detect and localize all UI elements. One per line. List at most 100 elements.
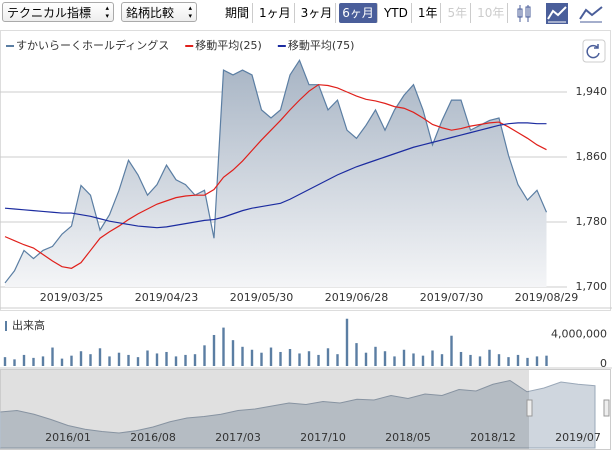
volume-bar [374,346,377,366]
volume-bar [184,354,187,366]
x-tick-label: 2018/12 [470,431,516,444]
navigator-handle [603,399,610,417]
x-tick-label: 2017/03 [215,431,261,444]
volume-bar [307,351,311,366]
compare-select[interactable]: 銘柄比較 [121,2,197,22]
volume-bar [51,347,54,366]
volume-bar [155,353,159,366]
volume-bar [402,349,406,366]
x-tick-label: 2017/10 [300,431,346,444]
volume-bar [336,354,339,366]
volume-bar [32,357,35,366]
navigator-mask [1,370,529,449]
volume-bar [288,349,292,366]
volume-bar [136,357,140,366]
legend-label: 移動平均(25) [195,38,262,52]
volume-bar [79,351,83,366]
volume-bar [469,354,472,366]
volume-bar [260,352,263,366]
chart: 1,700 1,780 1,860 1,940 2019/03/25 2019/04/23… [0,30,612,450]
navigator-handle [526,399,533,417]
candle-icon[interactable] [517,5,531,22]
volume-bar [117,352,121,366]
period-button[interactable]: YTD [381,3,412,23]
line-icon[interactable] [579,6,603,23]
volume-bar [497,354,501,366]
volume-bar [545,355,548,366]
volume-bar [174,356,178,366]
volume-bar [421,355,425,366]
period-button[interactable]: 3ヶ月 [298,3,337,23]
volume-bar [89,354,92,366]
y-tick-label: 1,780 [576,215,608,228]
series-line [4,84,547,269]
volume-bar [488,349,491,366]
period-button[interactable]: 5年 [444,3,472,23]
volume-bar [222,327,225,366]
main-panel [0,30,611,311]
y-tick-label: 1,940 [576,85,608,98]
volume-bar [412,353,415,366]
volume-bar [203,345,206,366]
volume-bar [383,351,387,366]
x-tick-label: 2019/08/29 [515,291,578,304]
navigator-area [0,379,596,449]
period-button[interactable]: 1ヶ月 [256,3,295,23]
refresh-button[interactable] [582,39,606,63]
x-tick-label: 2018/05 [385,431,431,444]
y-tick-label: 4,000,000 [551,327,607,340]
volume-bar [165,351,168,366]
volume-bar [41,356,45,366]
x-tick-label: 2019/05/30 [230,291,293,304]
refresh-icon [586,44,600,59]
volume-bar [127,354,130,366]
volume-bar [535,356,539,366]
volume-bar [3,357,7,366]
period-button[interactable]: 6ヶ月 [339,3,378,23]
x-tick-label: 2019/07 [555,431,601,444]
period-button[interactable]: 10年 [474,3,509,23]
volume-bar [459,351,463,366]
period-button[interactable]: 1年 [415,3,442,23]
y-tick-label: 0 [600,357,607,370]
volume-bar [364,352,368,366]
volume-bar [507,357,510,366]
volume-bar [193,354,197,366]
volume-bar [98,348,102,366]
series-line [4,59,548,284]
volume-bar [250,349,254,366]
volume-bar [13,359,16,366]
area-icon[interactable] [546,3,568,24]
x-tick-label: 2019/03/25 [40,291,103,304]
volume-bar [450,335,453,366]
x-tick-label: 2016/01 [45,431,91,444]
volume-bar [241,346,244,366]
volume-bar [478,356,482,366]
x-tick-label: 2019/06/28 [325,291,388,304]
volume-bar [269,347,273,366]
panel-title: 出来高 [12,318,45,332]
volume-bar [146,350,149,366]
price-area [5,60,547,287]
indicator-select[interactable]: テクニカル指標 [2,2,114,22]
volume-bar [279,351,282,366]
x-tick-label: 2016/08 [130,431,176,444]
volume-bar [516,354,520,366]
legend-label: すかいらーくホールディングス [16,38,169,52]
chart-style-icons [517,3,603,24]
volume-bar [70,355,73,366]
volume-bar [526,357,529,366]
volume-bar [108,356,111,366]
volume-bar [298,353,301,366]
volume-bar [355,343,358,366]
volume-bar [317,354,320,366]
volume-bar [431,350,434,366]
series-line [4,122,547,229]
volume-bar [345,318,349,366]
period-bar: 期間 1ヶ月 3ヶ月 6ヶ月 YTD 1年 5年 10年 [222,3,511,23]
volume-bar [393,356,396,366]
volume-bar [231,340,235,366]
volume-bar [212,334,216,366]
x-tick-label: 2019/04/23 [135,291,198,304]
